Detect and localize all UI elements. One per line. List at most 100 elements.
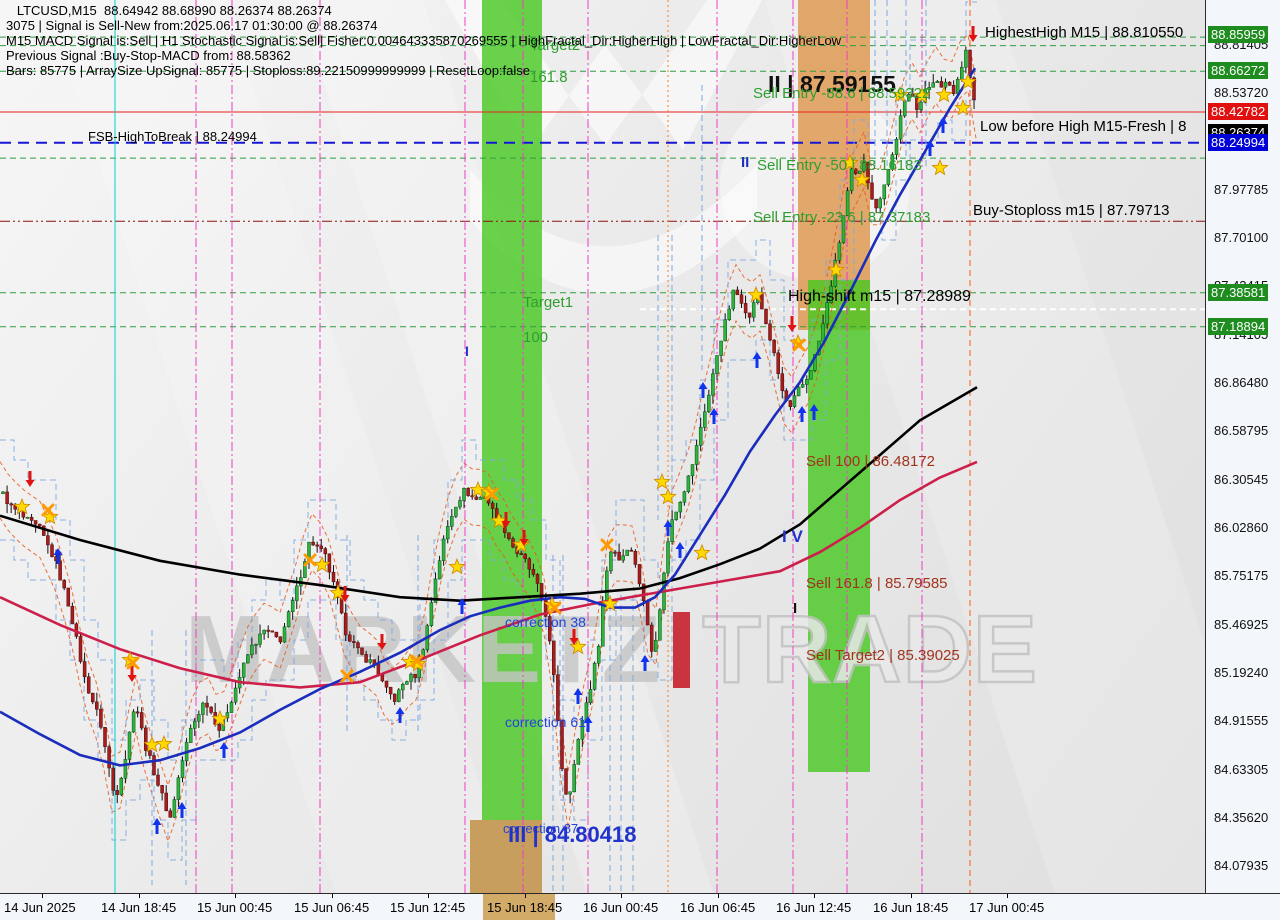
watermark-text-right: TRADE	[701, 596, 1038, 703]
star-signal-icon	[211, 709, 229, 727]
buy-arrow-icon	[752, 352, 762, 359]
price-axis-label: 86.02860	[1214, 520, 1269, 535]
buy-arrow-icon	[395, 707, 405, 714]
indicator-line	[0, 67, 977, 767]
time-axis-tick	[525, 894, 526, 898]
annotation-text: Buy-Stoploss m15 | 87.79713	[973, 202, 1170, 219]
annotation-text: FSB-HighToBreak | 88.24994	[88, 129, 257, 144]
time-axis-tick	[1007, 894, 1008, 898]
x-signal-icon	[485, 487, 499, 501]
time-axis-label: 17 Jun 00:45	[969, 900, 1045, 915]
chart-status-header: LTCUSD,M15 88.64942 88.68990 88.26374 88…	[6, 3, 841, 78]
annotation-text: Sell Entry -50 | 88.16183	[757, 157, 922, 174]
annotation-text: Sell Target2 | 85.39025	[806, 647, 960, 664]
time-axis-label: 14 Jun 2025	[4, 900, 76, 915]
price-axis-label: 84.91555	[1214, 713, 1269, 728]
price-badge: 88.42782	[1208, 103, 1269, 120]
star-signal-icon	[853, 170, 871, 188]
annotation-text: Low before High M15-Fresh | 8	[980, 118, 1187, 135]
x-signal-icon	[410, 654, 424, 668]
buy-arrow-icon	[797, 406, 807, 413]
price-axis-label: 87.70100	[1214, 230, 1269, 245]
time-axis-label: 15 Jun 00:45	[197, 900, 273, 915]
star-signal-icon	[891, 85, 909, 103]
star-signal-icon	[693, 543, 711, 561]
time-axis-tick	[621, 894, 622, 898]
price-axis-label: 84.35620	[1214, 810, 1269, 825]
star-signal-icon	[13, 497, 31, 515]
buy-arrow-icon	[698, 382, 708, 389]
annotation-text: Sell 161.8 | 85.79585	[806, 575, 948, 592]
buy-arrow-icon	[53, 548, 63, 555]
star-signal-icon	[659, 487, 677, 505]
time-axis-label: 15 Jun 12:45	[390, 900, 466, 915]
annotation-text: correction 38	[505, 614, 586, 630]
buy-arrow-icon	[583, 716, 593, 723]
x-signal-icon	[792, 338, 806, 352]
price-axis-label: 87.97785	[1214, 182, 1269, 197]
annotation-text: I V	[782, 527, 803, 546]
star-signal-icon	[841, 153, 859, 171]
header-line: LTCUSD,M15 88.64942 88.68990 88.26374 88…	[6, 3, 332, 18]
x-signal-icon	[340, 669, 354, 683]
highlight-band	[808, 280, 870, 772]
buy-arrow-icon	[663, 520, 673, 527]
time-axis-tick	[718, 894, 719, 898]
highlight-band	[470, 820, 542, 893]
price-axis-label: 85.75175	[1214, 568, 1269, 583]
annotation-text: II	[741, 154, 750, 171]
star-signal-icon	[313, 555, 331, 573]
star-signal-icon	[469, 480, 487, 498]
annotation-text: Sell Entry -23.6 | 87.37183	[753, 209, 931, 226]
x-signal-icon	[303, 553, 317, 567]
x-signal-icon	[600, 538, 614, 552]
chart-canvas[interactable]	[0, 0, 1205, 893]
price-axis-label: 84.63305	[1214, 762, 1269, 777]
time-axis-label: 15 Jun 06:45	[294, 900, 370, 915]
indicator-line	[0, 90, 977, 843]
price-axis[interactable]: 88.8140588.5372087.9778587.7010087.42415…	[1205, 0, 1280, 893]
header-line: Previous Signal :Buy-Stop-MACD from: 88.…	[6, 48, 291, 63]
sell-arrow-icon	[340, 595, 350, 602]
watermark-accent-bar	[673, 612, 691, 688]
price-axis-label: 84.07935	[1214, 858, 1269, 873]
indicator-line	[0, 460, 978, 689]
time-axis[interactable]: 14 Jun 2025 14 Jun 18:45 15 Jun 00:45 15 Ju…	[0, 893, 1280, 920]
annotation-text: 161.8	[530, 69, 568, 86]
price-axis-label: 85.19240	[1214, 665, 1269, 680]
time-axis-tick	[235, 894, 236, 898]
price-axis-label: 85.46925	[1214, 617, 1269, 632]
time-axis-label: 16 Jun 12:45	[776, 900, 852, 915]
annotation-text: II | 87.59155	[768, 71, 896, 97]
star-signal-icon	[448, 557, 466, 575]
buy-arrow-icon	[809, 404, 819, 411]
buy-arrow-icon	[152, 818, 162, 825]
annotation-text: correction 87	[503, 821, 579, 836]
price-badge: 88.24994	[1208, 134, 1269, 151]
x-signal-icon	[41, 503, 55, 517]
annotation-text: Sell Entry -88.6 | 88.59322	[753, 85, 931, 102]
sell-arrow-icon	[501, 521, 511, 528]
sell-arrow-icon	[787, 325, 797, 332]
header-line: Bars: 85775 | ArraySize UpSignal: 85775 …	[6, 63, 530, 78]
annotations-layer: HighestHigh M15 | 88.810550 II | 87.59155…	[88, 24, 1187, 847]
price-badge: 87.18894	[1208, 318, 1269, 335]
buy-arrow-icon	[925, 140, 935, 147]
buy-arrow-icon	[573, 688, 583, 695]
star-signal-icon	[959, 72, 977, 90]
time-axis-tick	[428, 894, 429, 898]
buy-arrow-icon	[219, 742, 229, 749]
star-signal-icon	[512, 535, 530, 553]
price-axis-label: 86.86480	[1214, 375, 1269, 390]
session-bands	[470, 0, 870, 893]
star-signal-icon	[747, 285, 765, 303]
price-badge: 88.85959	[1208, 26, 1269, 43]
sell-arrow-icon	[519, 539, 529, 546]
star-signal-icon	[601, 594, 619, 612]
time-axis-label: 15 Jun 18:45	[487, 900, 563, 915]
annotation-text: High-shift m15 | 87.28989	[788, 288, 971, 305]
star-signal-icon	[827, 260, 845, 278]
sell-arrow-icon	[25, 480, 35, 487]
header-line: M15 MACD Signal is:Sell | H1 Stochastic …	[6, 33, 842, 48]
